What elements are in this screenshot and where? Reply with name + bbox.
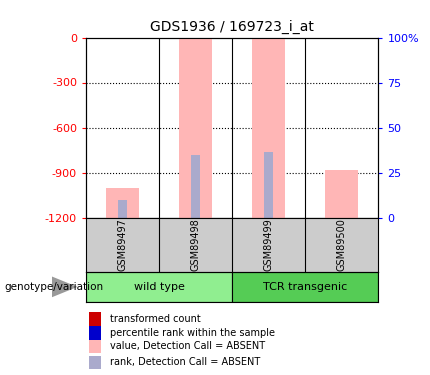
- Bar: [89, 326, 101, 340]
- Polygon shape: [52, 276, 77, 297]
- Text: transformed count: transformed count: [110, 314, 201, 324]
- Text: wild type: wild type: [134, 282, 184, 292]
- Bar: [106, 188, 139, 218]
- Text: rank, Detection Call = ABSENT: rank, Detection Call = ABSENT: [110, 357, 260, 368]
- Bar: [89, 356, 101, 369]
- Bar: [252, 38, 285, 218]
- Text: percentile rank within the sample: percentile rank within the sample: [110, 328, 275, 338]
- Bar: [89, 312, 101, 326]
- Text: TCR transgenic: TCR transgenic: [263, 282, 347, 292]
- Text: value, Detection Call = ABSENT: value, Detection Call = ABSENT: [110, 341, 265, 351]
- Bar: [118, 200, 127, 217]
- Bar: [86, 272, 232, 302]
- Text: GSM89499: GSM89499: [264, 218, 274, 271]
- Bar: [264, 152, 273, 217]
- Bar: [326, 170, 358, 217]
- Bar: [89, 340, 101, 353]
- Bar: [232, 272, 378, 302]
- Text: GSM89497: GSM89497: [117, 218, 128, 271]
- Text: GSM89498: GSM89498: [190, 218, 201, 271]
- Bar: [179, 38, 212, 218]
- Text: GSM89500: GSM89500: [337, 218, 347, 271]
- Text: genotype/variation: genotype/variation: [4, 282, 104, 292]
- Bar: [191, 155, 200, 218]
- Title: GDS1936 / 169723_i_at: GDS1936 / 169723_i_at: [150, 20, 314, 34]
